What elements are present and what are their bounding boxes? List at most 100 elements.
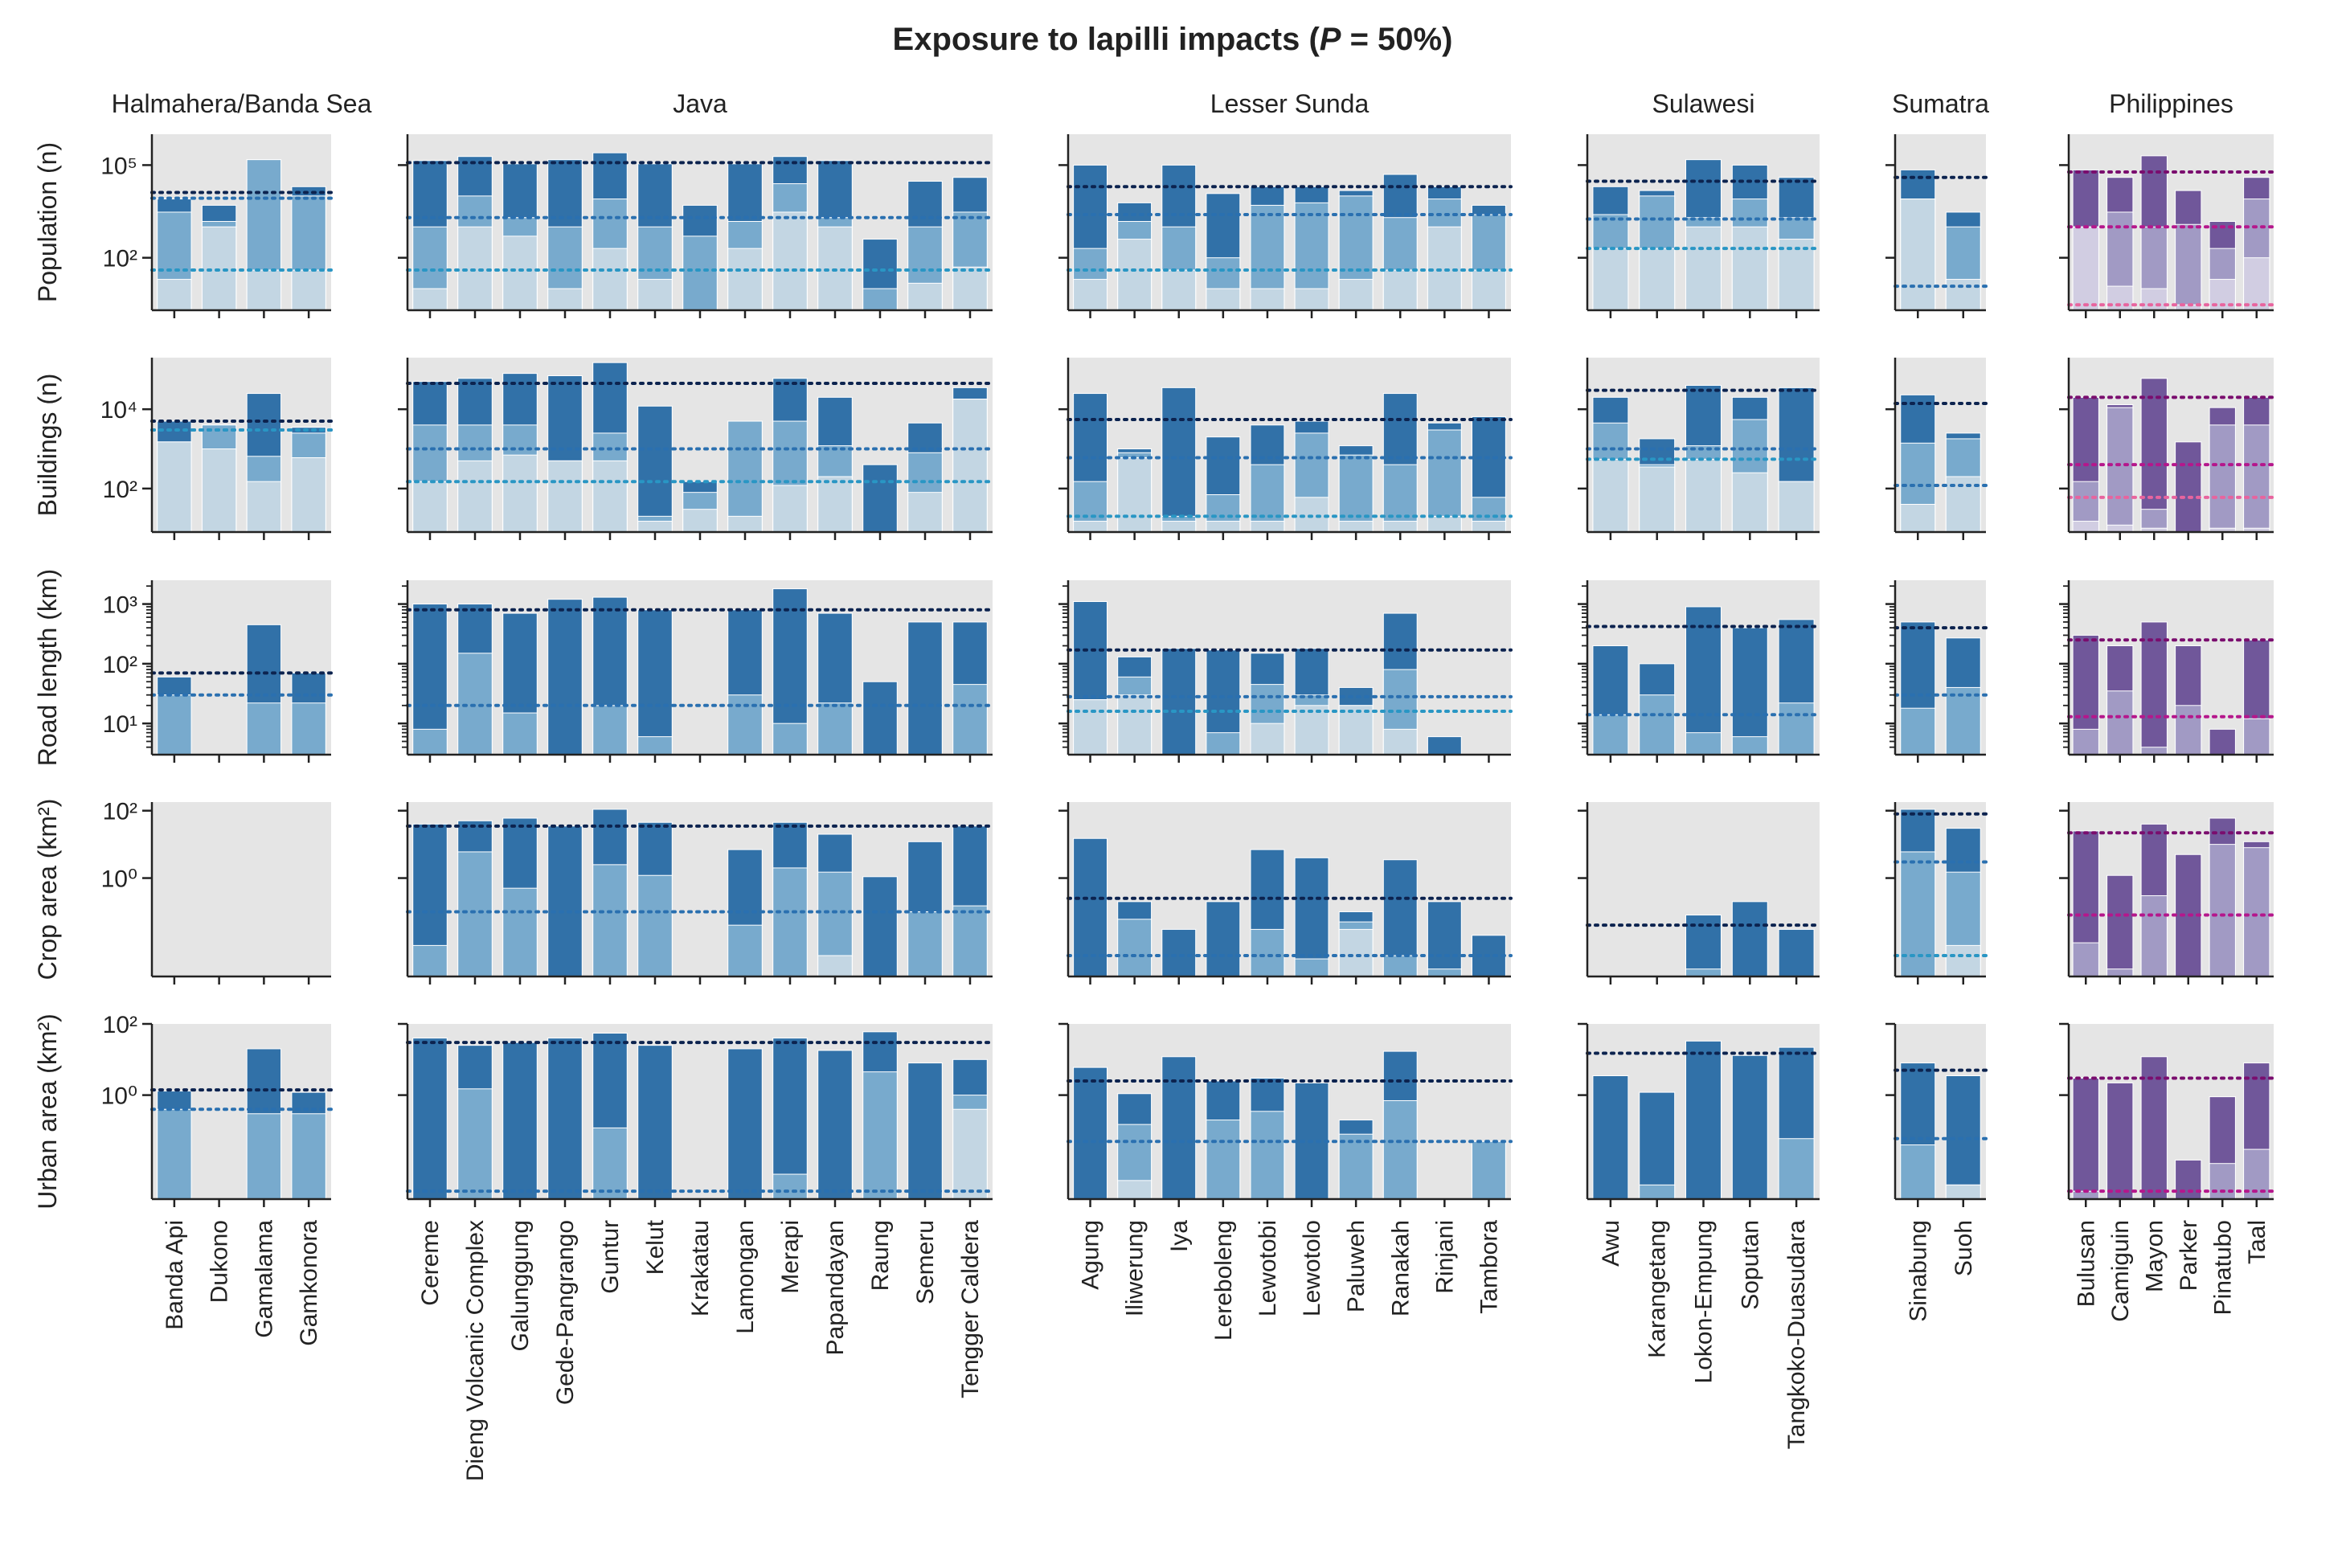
bar-light-ranakah xyxy=(1382,269,1418,311)
panel-background xyxy=(2069,1024,2274,1199)
y-tick-label: 10⁰ xyxy=(101,866,137,893)
y-tick-label: 10² xyxy=(103,246,137,272)
bar-light-agung xyxy=(1073,699,1107,755)
bar-mid-lamongan xyxy=(727,924,763,977)
bar-light-merapi xyxy=(772,211,808,311)
bar-dark-semeru xyxy=(907,1062,943,1200)
panel-philippines-row-2 xyxy=(2059,358,2275,540)
bar-light-karangetang xyxy=(1639,466,1676,533)
bar-mid-sinabung xyxy=(1900,1144,1936,1200)
panel-java-row-4 xyxy=(398,802,994,985)
bar-light-agung xyxy=(1073,521,1107,533)
bar-light-lewotolo xyxy=(1294,288,1329,311)
bar-dark-semeru xyxy=(907,621,943,755)
y-tick-label: 10⁴ xyxy=(100,397,137,424)
bar-light-awu xyxy=(1592,458,1629,533)
bar-dark-soputan xyxy=(1731,1054,1768,1200)
bar-dark-pinatubo xyxy=(2209,728,2236,755)
bar-light-tangkoko-duasudara xyxy=(1778,239,1815,311)
x-tick-label-tambora: Tambora xyxy=(1476,1220,1502,1314)
bar-light-krakatau xyxy=(682,509,718,533)
bar-mid-taal xyxy=(2243,847,2270,977)
x-tick-label-gamalama: Gamalama xyxy=(251,1220,277,1338)
bar-light-rinjani xyxy=(1427,515,1462,533)
bar-mid-tangkoko-duasudara xyxy=(1778,1138,1815,1200)
panel-lesser-sunda-row-3 xyxy=(1058,580,1513,763)
bar-mid-gamkonora xyxy=(291,702,326,755)
panel-halmahera-banda-sea-row-4: 10⁰ 10² xyxy=(101,799,331,985)
panel-java-row-5: Cereme Dieng Volcanic Complex Galunggung Ge… xyxy=(398,1022,994,1481)
bar-dark-camiguin xyxy=(2106,874,2134,977)
bar-mid-krakatau xyxy=(682,235,718,311)
bar-mid-dieng-volcanic-complex xyxy=(457,653,493,755)
bar-dark-cereme xyxy=(412,1038,448,1200)
bar-light-suoh xyxy=(1945,1184,1981,1200)
x-tick-label-pinatubo: Pinatubo xyxy=(2209,1220,2236,1315)
bar-light-lamongan xyxy=(727,515,763,533)
x-tick-label-parker: Parker xyxy=(2176,1220,2202,1291)
bar-light-banda-api xyxy=(157,279,192,311)
bar-light-bulusan xyxy=(2072,226,2099,311)
bar-dark-papandayan xyxy=(817,1050,853,1200)
x-tick-label-iliwerung: Iliwerung xyxy=(1122,1220,1148,1316)
x-tick-label-agung: Agung xyxy=(1078,1220,1104,1290)
bar-mid-guntur xyxy=(592,1127,628,1200)
bar-dark-agung xyxy=(1073,1066,1107,1200)
bar-mid-merapi xyxy=(772,723,808,755)
bar-light-iliwerung xyxy=(1117,239,1153,311)
bar-light-kelut xyxy=(637,521,673,533)
x-tick-label-lamongan: Lamongan xyxy=(732,1220,759,1334)
bar-dark-raung xyxy=(862,876,898,977)
bar-mid-raung xyxy=(862,1071,898,1200)
bar-light-gede-pangrango xyxy=(547,460,583,533)
bar-light-tengger-caldera xyxy=(952,266,988,311)
bar-mid-lewotobi xyxy=(1250,1111,1285,1200)
bar-light-lokon-empung xyxy=(1685,458,1722,533)
panel-background xyxy=(407,802,993,976)
bar-mid-banda-api xyxy=(157,694,192,755)
bar-dark-lokon-empung xyxy=(1685,606,1722,755)
x-tick-label-ranakah: Ranakah xyxy=(1387,1220,1414,1316)
bar-light-soputan xyxy=(1731,226,1768,311)
x-tick-label-camiguin: Camiguin xyxy=(2107,1220,2134,1322)
y-tick-label: 10² xyxy=(103,477,137,503)
bar-dark-agung xyxy=(1073,837,1107,977)
bar-dark-kelut xyxy=(637,1045,673,1200)
panel-sulawesi-row-2 xyxy=(1578,358,1821,540)
panel-sulawesi-row-3 xyxy=(1578,580,1821,763)
bar-dark-camiguin xyxy=(2106,1082,2134,1200)
bar-mid-bulusan xyxy=(2072,728,2099,755)
bar-mid-awu xyxy=(1592,714,1629,755)
bar-dark-mayon xyxy=(2140,621,2168,755)
panel-background xyxy=(2069,580,2274,755)
bar-light-iya xyxy=(1161,521,1197,533)
bar-light-tambora xyxy=(1472,521,1506,533)
bar-light-tambora xyxy=(1472,269,1506,311)
panel-halmahera-banda-sea-row-5: 10⁰ 10² Banda Api Dukono Gamalama Gamkonora xyxy=(101,1012,333,1346)
x-tick-label-paluweh: Paluweh xyxy=(1343,1220,1370,1312)
panel-philippines-row-4 xyxy=(2059,802,2275,985)
bar-mid-cereme xyxy=(412,944,448,977)
bar-mid-paluweh xyxy=(1338,1133,1374,1200)
x-tick-label-rinjani: Rinjani xyxy=(1431,1220,1458,1294)
bar-dark-raung xyxy=(862,464,898,533)
bar-light-cereme xyxy=(412,288,448,311)
bar-mid-pinatubo xyxy=(2209,1163,2236,1200)
x-tick-label-guntur: Guntur xyxy=(597,1220,624,1294)
region-title-sulawesi: Sulawesi xyxy=(1652,89,1754,118)
x-tick-label-galunggung: Galunggung xyxy=(507,1220,534,1351)
bar-dark-rinjani xyxy=(1427,736,1462,755)
bar-dark-bulusan xyxy=(2072,1077,2099,1200)
bar-mid-ranakah xyxy=(1382,1099,1418,1200)
bar-mid-bulusan xyxy=(2072,942,2099,977)
bar-light-sinabung xyxy=(1900,199,1936,311)
bar-light-gamalama xyxy=(246,481,282,533)
region-title-java: Java xyxy=(673,89,727,118)
bar-dark-iya xyxy=(1161,1056,1197,1200)
bar-light-papandayan xyxy=(817,955,853,977)
x-tick-label-iya: Iya xyxy=(1166,1220,1193,1252)
x-tick-label-merapi: Merapi xyxy=(777,1220,804,1294)
bar-light-galunggung xyxy=(502,235,538,311)
bar-dark-gede-pangrango xyxy=(547,825,583,977)
bar-dark-merapi xyxy=(772,1038,808,1200)
